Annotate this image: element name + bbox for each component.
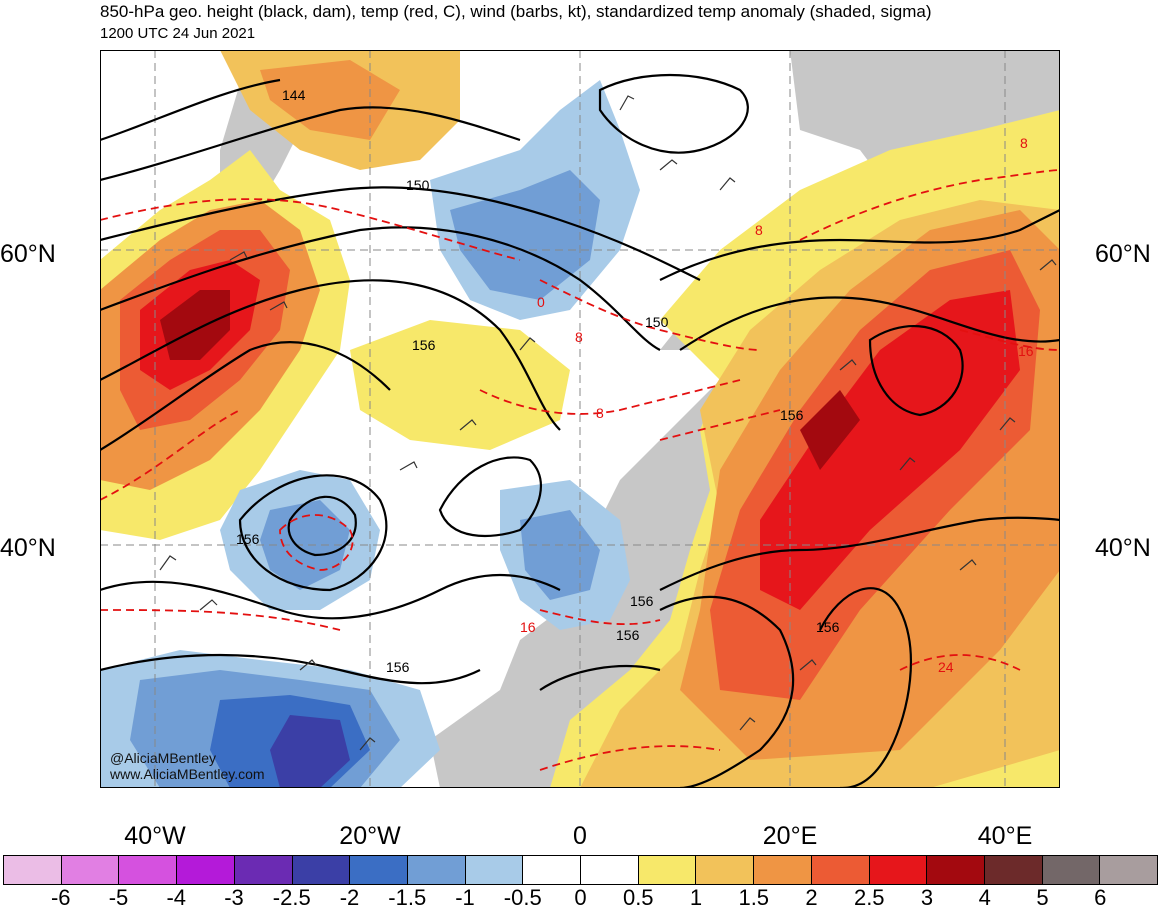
height-label: 156	[236, 531, 260, 547]
colorbar-label: -5	[108, 885, 129, 910]
credit-website: www.AliciaMBentley.com	[110, 766, 265, 782]
temperature-labels: 0 8 8 8 8 16 16 24	[520, 135, 1034, 675]
colorbar-swatch	[696, 856, 755, 884]
colorbar-swatch	[292, 856, 351, 884]
chart-subtitle: 1200 UTC 24 Jun 2021	[100, 25, 256, 42]
lon-label-20e: 20°E	[762, 822, 818, 850]
graticule	[100, 50, 1060, 788]
colorbar-label: 3	[920, 885, 934, 910]
height-label: 156	[816, 619, 840, 635]
colorbar-label: 1.5	[738, 885, 770, 910]
colorbar-swatch	[234, 856, 293, 884]
height-label: 156	[412, 337, 436, 353]
temp-label: 8	[575, 329, 583, 345]
colorbar-label: 4	[978, 885, 991, 910]
colorbar-swatch	[638, 856, 697, 884]
colorbar-swatch	[1042, 856, 1101, 884]
chart-title: 850-hPa geo. height (black, dam), temp (…	[100, 2, 932, 21]
colorbar-label: -6	[50, 885, 71, 910]
height-label: 150	[645, 314, 669, 330]
temp-label: 8	[1020, 135, 1028, 151]
lat-label-left-40n: 40°N	[0, 534, 56, 562]
colorbar-swatch	[407, 856, 466, 884]
lat-label-right-60n: 60°N	[1095, 240, 1151, 268]
colorbar-label: 2.5	[853, 885, 885, 910]
lon-label-0: 0	[573, 822, 587, 850]
colorbar-swatch	[754, 856, 812, 884]
colorbar-label: -4	[166, 885, 187, 910]
lat-label-right-40n: 40°N	[1095, 534, 1151, 562]
temp-label: 0	[537, 294, 545, 310]
lon-label-40w: 40°W	[124, 822, 186, 850]
colorbar-label: -1.5	[388, 885, 427, 910]
colorbar-label: 1	[689, 885, 703, 910]
height-label: 150	[406, 177, 430, 193]
colorbar-label: -2	[339, 885, 360, 910]
colorbar-swatch	[581, 856, 639, 884]
colorbar-swatch	[61, 856, 120, 884]
temp-label: 8	[755, 222, 763, 238]
colorbar-label: 2	[805, 885, 818, 910]
colorbar-label: 5	[1036, 885, 1049, 910]
colorbar-swatch	[984, 856, 1043, 884]
credit-handle: @AliciaMBentley	[110, 750, 217, 766]
anomaly-colorbar	[3, 855, 1158, 885]
weather-map: 144 150 150 156 156 156 156 156 156 156 …	[100, 50, 1060, 788]
colorbar-label: -2.5	[272, 885, 311, 910]
height-label: 144	[282, 87, 306, 103]
height-label: 156	[386, 659, 410, 675]
temp-label: 8	[596, 405, 604, 421]
wind-barbs	[159, 95, 1057, 751]
colorbar-label: -1	[455, 885, 475, 910]
colorbar-label: 0.5	[622, 885, 654, 910]
height-contours	[100, 73, 1060, 788]
colorbar-label: 6	[1094, 885, 1107, 910]
height-label: 156	[616, 627, 640, 643]
temp-label: 24	[938, 659, 954, 675]
colorbar-swatch	[119, 856, 178, 884]
colorbar-label: -3	[224, 885, 244, 910]
colorbar-swatch	[869, 856, 928, 884]
colorbar-label: 0	[574, 885, 587, 910]
height-label: 156	[630, 593, 654, 609]
colorbar-swatch	[811, 856, 870, 884]
anomaly-shading	[100, 50, 1060, 788]
lon-label-40e: 40°E	[977, 822, 1033, 850]
colorbar-swatch	[350, 856, 408, 884]
colorbar-swatch	[523, 856, 582, 884]
colorbar-swatch	[1100, 856, 1158, 884]
colorbar-swatch	[465, 856, 524, 884]
lon-label-20w: 20°W	[339, 822, 401, 850]
height-labels: 144 150 150 156 156 156 156 156 156 156	[236, 87, 840, 675]
temp-label: 16	[520, 619, 536, 635]
map-frame	[100, 50, 1060, 788]
temperature-contours	[100, 169, 1060, 771]
lat-label-left-60n: 60°N	[0, 240, 56, 268]
temp-label: 16	[1018, 343, 1034, 359]
colorbar-swatch	[927, 856, 985, 884]
colorbar-swatch	[4, 856, 62, 884]
colorbar-swatch	[177, 856, 235, 884]
colorbar-label: -0.5	[503, 885, 542, 910]
height-label: 156	[780, 407, 804, 423]
